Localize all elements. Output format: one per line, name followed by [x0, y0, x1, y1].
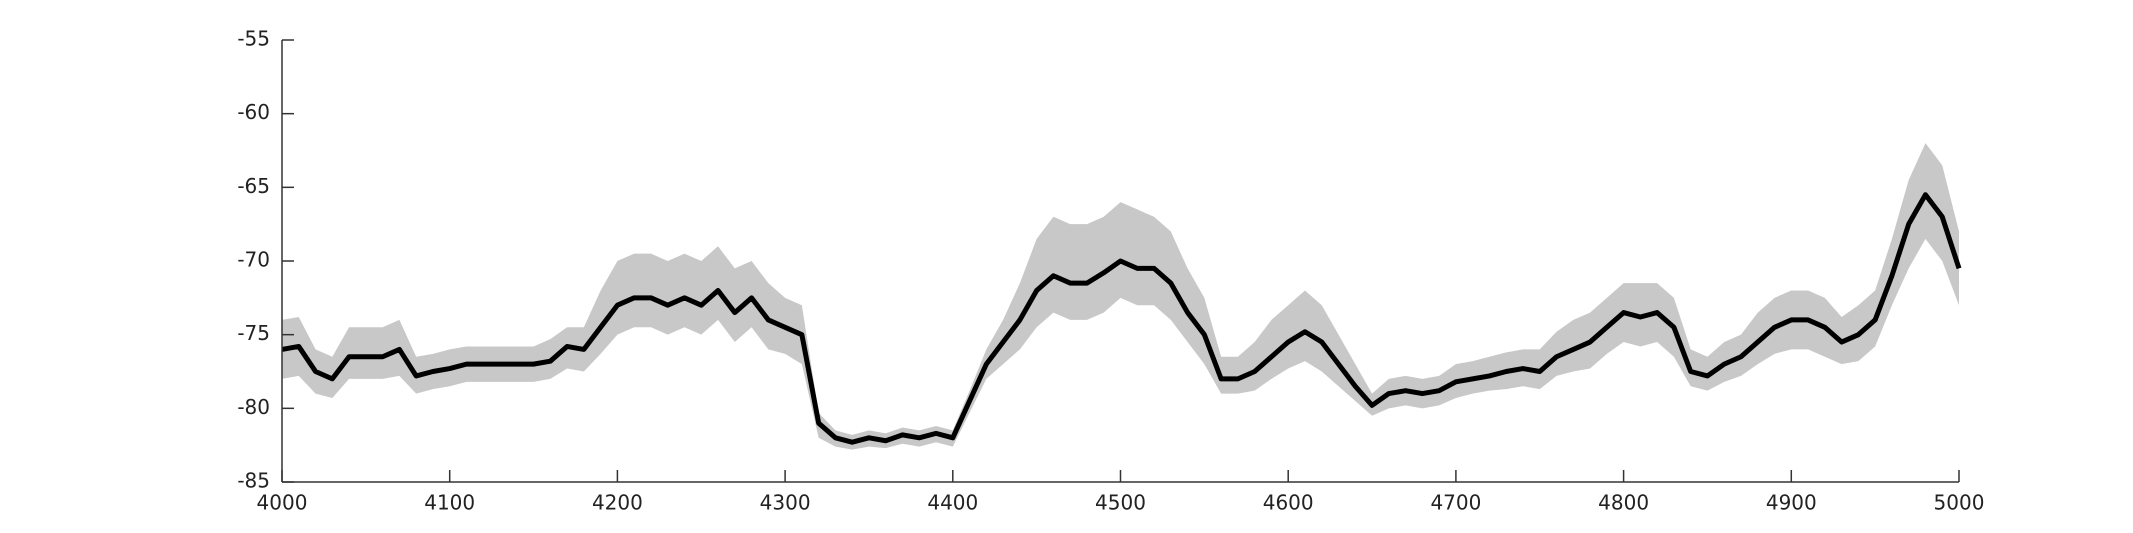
- x-tick-label: 4100: [424, 491, 475, 515]
- x-tick-label: 4000: [257, 491, 308, 515]
- x-tick-label: 4900: [1766, 491, 1817, 515]
- x-tick-label: 4800: [1598, 491, 1649, 515]
- y-tick-label: -60: [237, 100, 270, 124]
- y-tick-label: -55: [237, 27, 270, 51]
- x-tick-label: 4300: [760, 491, 811, 515]
- y-tick-label: -70: [237, 248, 270, 272]
- x-tick-label: 4600: [1263, 491, 1314, 515]
- x-tick-label: 4200: [592, 491, 643, 515]
- x-tick-label: 4700: [1430, 491, 1481, 515]
- y-tick-label: -65: [237, 174, 270, 198]
- y-tick-label: -80: [237, 395, 270, 419]
- x-tick-label: 4400: [927, 491, 978, 515]
- band: [282, 143, 1959, 450]
- x-tick-label: 5000: [1934, 491, 1985, 515]
- y-tick-label: -85: [237, 469, 270, 493]
- x-tick-label: 4500: [1095, 491, 1146, 515]
- y-tick-label: -75: [237, 321, 270, 345]
- line: [281, 192, 1962, 445]
